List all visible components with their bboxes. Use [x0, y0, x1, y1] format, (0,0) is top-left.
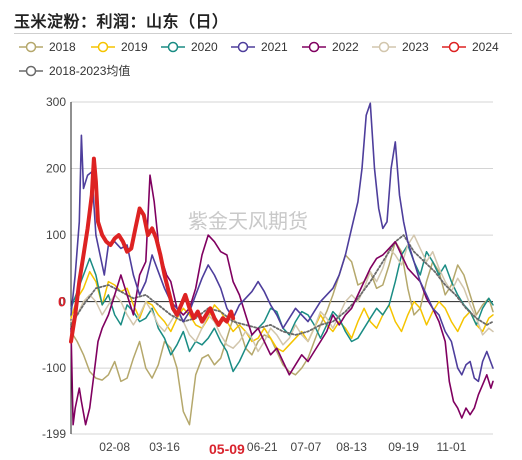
series-line-2018 [70, 240, 494, 426]
series-line-2022 [70, 174, 494, 426]
axes [70, 102, 493, 434]
legend-label: 2020 [191, 40, 218, 54]
watermark-text: 紫金天风期货 [188, 209, 308, 233]
legend-item[interactable]: 2018-2023均值 [18, 62, 130, 79]
gridlines [71, 101, 493, 435]
legend-marker-icon [19, 41, 43, 53]
series-line-2021 [70, 102, 494, 383]
legend-marker-icon [372, 41, 396, 53]
legend-marker-icon [231, 41, 255, 53]
legend-item[interactable]: 2024 [441, 40, 499, 54]
legend-label: 2024 [472, 40, 499, 54]
x-tick-labels: 02-08 03-16 05-09 06-21 07-07 08-13 09-19 11-01 [99, 440, 466, 457]
title-divider [14, 33, 512, 34]
y-tick-label: 100 [46, 228, 66, 242]
chart-title: 玉米淀粉：利润：山东（日） [14, 12, 229, 31]
y-tick-label-highlight: 0 [58, 294, 66, 310]
legend-item[interactable]: 2019 [90, 40, 148, 54]
x-tick-label: 07-07 [291, 440, 322, 454]
y-tick-label: -100 [42, 361, 66, 375]
legend-item[interactable]: 2018 [18, 40, 76, 54]
y-tick-label: -199 [42, 427, 66, 441]
legend-marker-icon [302, 41, 326, 53]
legend-label: 2022 [332, 40, 359, 54]
y-tick-label: 300 [46, 95, 66, 109]
y-tick-label: 0 [59, 295, 66, 309]
legend-marker-icon [161, 41, 185, 53]
legend-marker-icon [91, 41, 115, 53]
legend-label: 2019 [121, 40, 148, 54]
series-line-2024 [69, 156, 236, 344]
x-tick-label-highlight: 05-09 [209, 441, 245, 457]
x-tick-label: 06-21 [247, 440, 278, 454]
x-tick-label: 08-13 [336, 440, 367, 454]
legend-label: 2018 [49, 40, 76, 54]
legend-item[interactable]: 2021 [230, 40, 288, 54]
x-tick-label: 03-16 [149, 440, 180, 454]
series-line-2019 [70, 270, 494, 353]
series-line-2018-2023均值 [70, 234, 494, 336]
legend-label: 2018-2023均值 [49, 64, 131, 78]
legend-marker-icon [442, 41, 466, 53]
legend-item[interactable]: 2023 [371, 40, 429, 54]
x-tick-label: 09-19 [388, 440, 419, 454]
series-line-2023 [70, 234, 494, 353]
y-tick-label: 200 [46, 162, 66, 176]
legend-marker-icon [19, 65, 43, 76]
x-tick-label: 11-01 [437, 440, 467, 454]
legend-item[interactable]: 2020 [160, 40, 218, 54]
legend-label: 2023 [402, 40, 429, 54]
legend-label: 2021 [261, 40, 288, 54]
x-tick-label: 02-08 [99, 440, 130, 454]
legend-item[interactable]: 2022 [301, 40, 359, 54]
series-lines [69, 102, 494, 426]
